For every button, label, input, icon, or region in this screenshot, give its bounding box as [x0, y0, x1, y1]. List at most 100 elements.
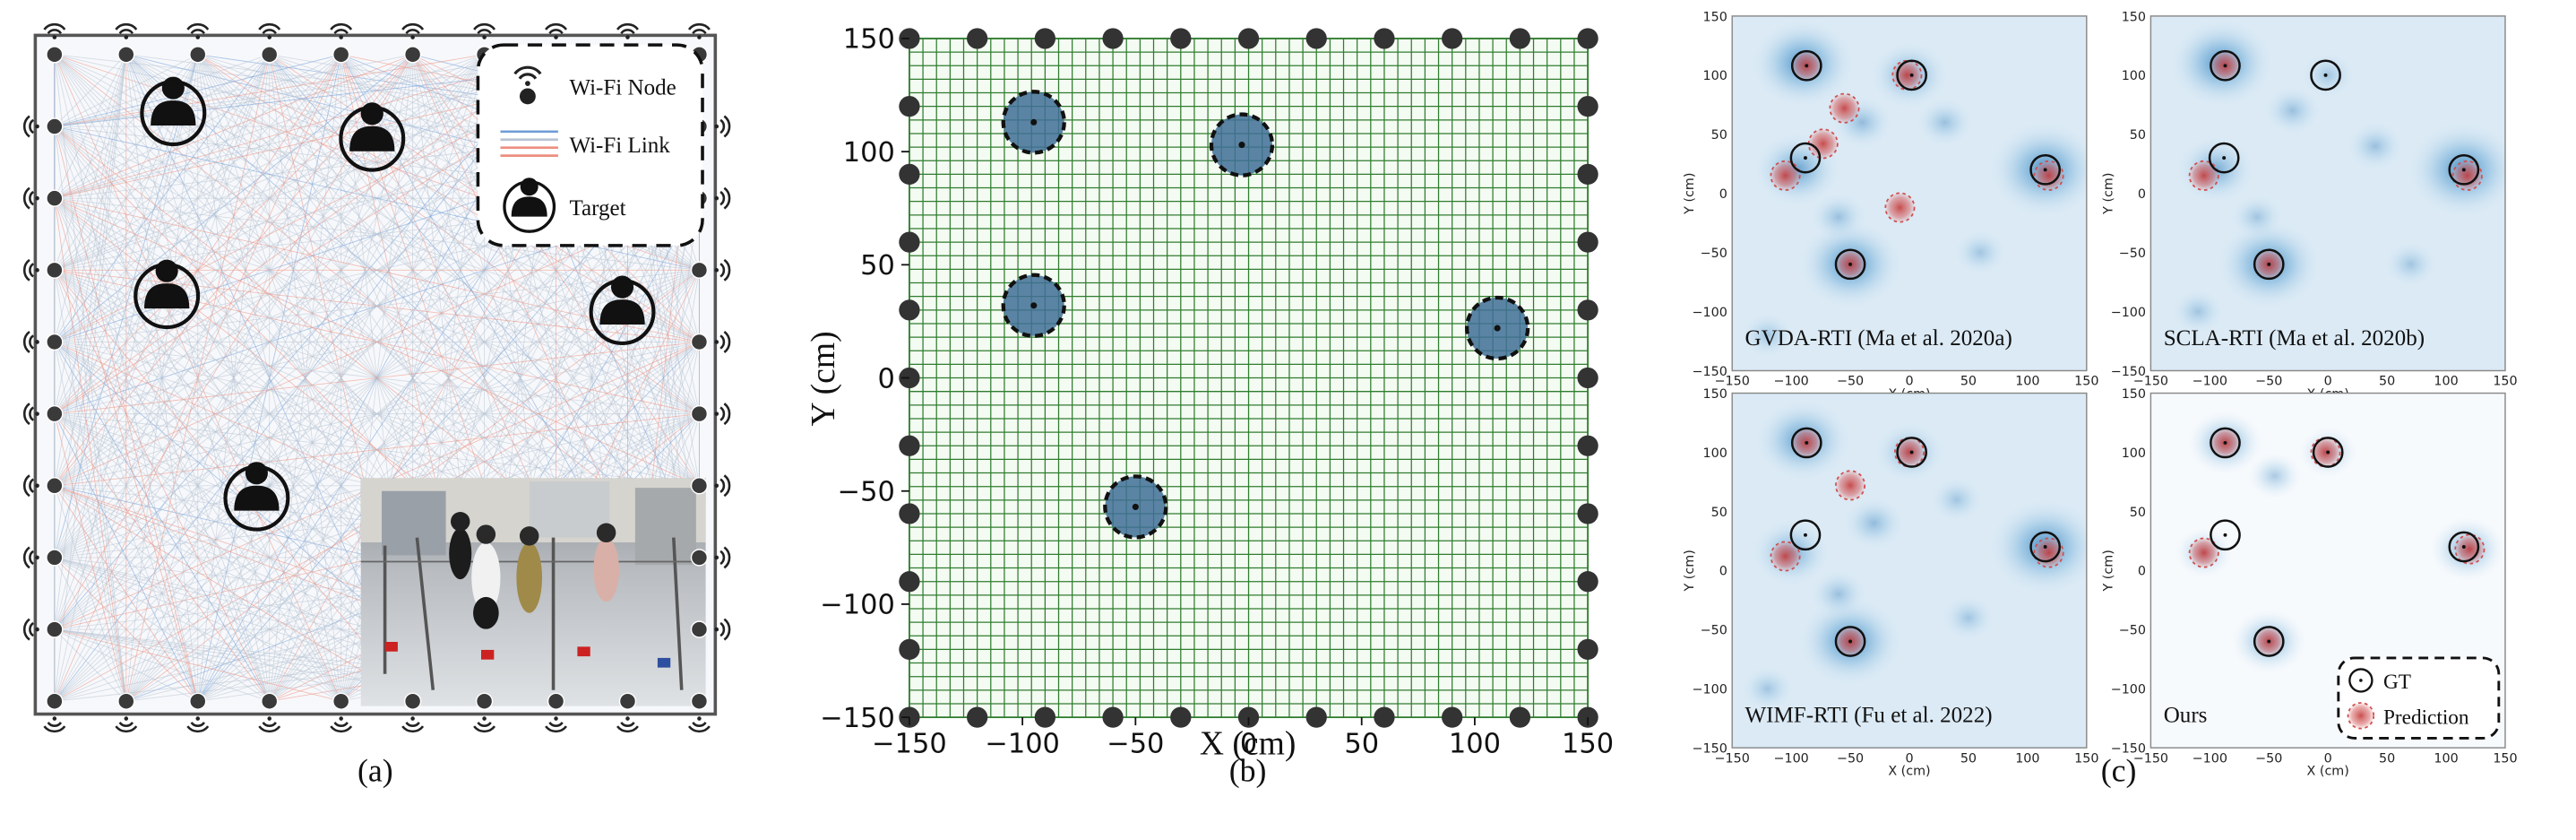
wifi-icon [472, 714, 496, 733]
grid-node [1102, 28, 1124, 49]
wifi-node [22, 618, 64, 641]
lab-photo [360, 478, 706, 706]
x-tick-label: 150 [1562, 729, 1614, 760]
wifi-node-dot [690, 261, 709, 279]
legend-wifi-node-label: Wi-Fi Node [569, 76, 676, 100]
wifi-link [54, 126, 199, 702]
y-tick-label: −150 [2111, 365, 2146, 379]
ground-truth-center [1848, 639, 1853, 644]
wifi-link [54, 54, 413, 271]
wifi-link [54, 557, 127, 702]
y-tick-label: −100 [1693, 683, 1727, 697]
grid-node [899, 638, 920, 661]
wifi-link [54, 485, 127, 702]
ground-truth-center [1805, 64, 1809, 68]
wifi-node-dot [117, 46, 135, 64]
wifi-link [54, 628, 198, 702]
wifi-link [54, 54, 485, 559]
wifi-node [690, 330, 731, 354]
grid-node [1577, 638, 1598, 661]
y-axis-label: Y (cm) [2101, 173, 2115, 215]
grid-node [1374, 28, 1395, 49]
ground-truth-marker [1834, 626, 1866, 657]
heat-blob [1742, 666, 1794, 711]
wifi-node-dot [46, 692, 64, 710]
y-axis-label: Y (cm) [1683, 550, 1697, 592]
grid-node [1034, 28, 1055, 49]
wifi-node-dot [690, 404, 709, 423]
ground-truth-marker [2208, 142, 2240, 174]
x-tick-label: 0 [1905, 751, 1913, 766]
wifi-node-dot [403, 692, 422, 710]
heat-blob [2385, 242, 2436, 287]
ground-truth-marker [2448, 153, 2480, 186]
heat-blob [2265, 87, 2321, 134]
grid-node [1374, 706, 1395, 728]
grid-node [1237, 28, 1260, 49]
x-tick-label: 100 [2434, 751, 2458, 766]
wifi-node-dot [46, 477, 64, 495]
panel-a-deployment-diagram: Wi-Fi Node Wi-Fi Link Target (a) [22, 22, 731, 789]
ground-truth-center [2223, 533, 2227, 537]
grid-node [899, 299, 920, 321]
wifi-node-dot [46, 333, 64, 351]
wifi-link [54, 54, 127, 127]
grid-target [1001, 90, 1066, 155]
wifi-node-dot [46, 620, 64, 638]
grid-node [1442, 28, 1463, 49]
subplot-title: Ours [2164, 704, 2208, 728]
wifi-link [54, 198, 199, 702]
wifi-link [54, 342, 342, 702]
y-axis-label: Y (cm) [1683, 173, 1697, 215]
grid-node [967, 706, 988, 728]
panel-b-grid-chart: −150 −100 −50 0 50 100 150 −150 −100 −50 0 50 100 150… [806, 24, 1614, 789]
grid-node [899, 231, 920, 253]
grid-node [899, 163, 920, 186]
ground-truth-marker [2210, 519, 2241, 551]
wifi-node-dot [332, 46, 350, 64]
y-tick-label: −50 [1701, 247, 1727, 261]
wifi-node [690, 474, 731, 498]
y-tick-label: 100 [2122, 69, 2146, 83]
wifi-node-dot [690, 477, 709, 495]
wifi-link [54, 628, 127, 702]
wifi-link [54, 54, 485, 127]
grid-nodes [899, 28, 1598, 728]
grid-node [899, 571, 920, 593]
wifi-link [54, 54, 485, 271]
ground-truth-center [2326, 450, 2330, 455]
y-tick-label: 50 [1711, 128, 1727, 143]
wifi-node [401, 22, 425, 64]
x-tick-label: −50 [1837, 375, 1864, 389]
wifi-node-dot [332, 692, 350, 710]
grid-node [899, 503, 920, 524]
wifi-link [54, 54, 270, 127]
panel-c-heatmaps: −150−150−100−100−50−50005050100100150150… [1683, 10, 2517, 788]
wifi-node-dot [46, 46, 64, 64]
x-tick-label: −50 [1107, 729, 1164, 760]
grid-target-center [1132, 503, 1139, 510]
wifi-node [115, 692, 138, 733]
x-axis-label: X (cm) [2307, 765, 2349, 779]
panel-a-caption: (a) [358, 753, 393, 789]
wifi-node [616, 692, 640, 733]
y-tick-label: −150 [1693, 742, 1727, 757]
x-tick-label: 150 [2074, 751, 2098, 766]
ground-truth-marker [2448, 531, 2480, 563]
grid-target [1464, 295, 1530, 361]
y-tick-label: 0 [1719, 565, 1727, 579]
wifi-link [54, 413, 413, 702]
wifi-node [22, 258, 64, 282]
y-tick-label: 0 [2138, 565, 2146, 579]
wifi-node [43, 692, 66, 733]
wifi-link [54, 54, 198, 127]
wifi-icon [687, 714, 711, 733]
panel-b-caption: (b) [1229, 753, 1267, 789]
wifi-link [54, 485, 341, 702]
y-tick-label: −50 [2119, 247, 2146, 261]
grid-target-center [1238, 142, 1245, 149]
prediction-marker [1835, 470, 1866, 501]
wifi-link [54, 54, 556, 559]
ground-truth-center [1909, 73, 1914, 77]
ground-truth-center [2267, 262, 2271, 266]
